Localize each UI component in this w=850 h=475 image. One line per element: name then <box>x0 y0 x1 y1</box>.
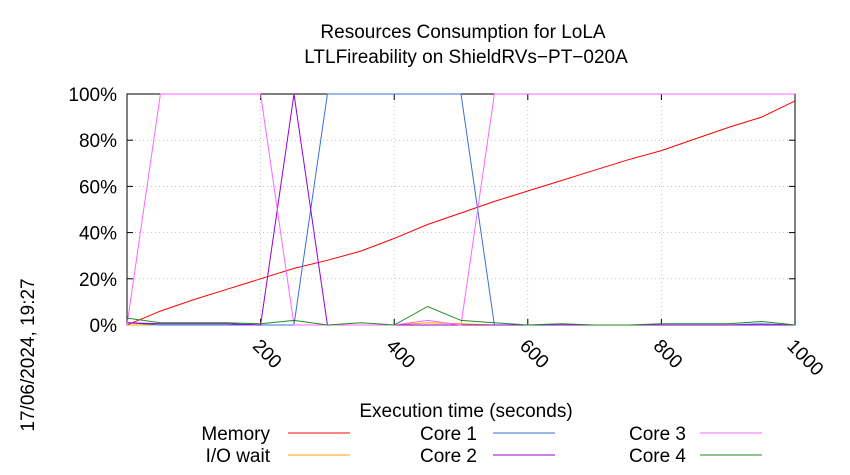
grid <box>127 94 795 325</box>
plot-frame <box>126 93 796 326</box>
x-tick-label: 600 <box>515 336 552 373</box>
y-tick-label: 20% <box>79 270 117 291</box>
x-tick-label: 800 <box>649 336 686 373</box>
timestamp-label: 17/06/2024, 19:27 <box>18 278 39 431</box>
y-tick-label: 60% <box>79 177 117 198</box>
x-tick-label: 1000 <box>782 336 827 381</box>
legend-label: I/O wait <box>206 446 271 467</box>
series-line-memory <box>126 100 796 326</box>
legend-label: Core 1 <box>420 424 477 445</box>
legend-label: Memory <box>201 424 270 445</box>
series-layer <box>126 93 796 326</box>
chart-title-line-2: LTLFireability on ShieldRVs−PT−020A <box>304 47 628 68</box>
y-axis: 0% 20% 40% 60% 80% 100% <box>68 85 795 337</box>
chart-title-line-1: Resources Consumption for LoLA <box>320 22 605 43</box>
legend-label: Core 4 <box>629 446 686 467</box>
legend-label: Core 2 <box>420 446 477 467</box>
x-axis: 200 400 600 800 1000 <box>248 94 827 380</box>
y-tick-label: 80% <box>79 131 117 152</box>
x-tick-label: 400 <box>382 336 419 373</box>
x-tick-label: 200 <box>248 336 285 373</box>
y-tick-label: 0% <box>90 316 118 337</box>
series-line-core-4 <box>126 305 796 326</box>
y-tick-label: 40% <box>79 224 117 245</box>
series-line-core-3 <box>126 93 795 326</box>
legend-label: Core 3 <box>629 424 686 445</box>
x-axis-label: Execution time (seconds) <box>359 401 572 422</box>
series-line-core-2 <box>126 93 795 326</box>
series-line-core-1 <box>126 93 796 326</box>
y-tick-label: 100% <box>68 85 117 106</box>
